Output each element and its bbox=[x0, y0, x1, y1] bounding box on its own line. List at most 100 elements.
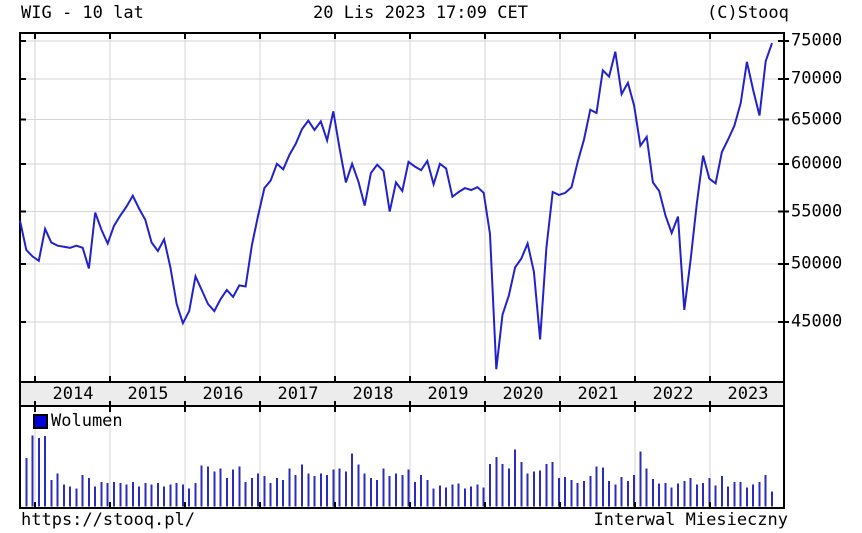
volume-bar bbox=[514, 449, 517, 507]
volume-bar bbox=[81, 475, 84, 507]
chart-timestamp: 20 Lis 2023 17:09 CET bbox=[313, 3, 528, 23]
volume-bar bbox=[463, 488, 466, 507]
volume-bar bbox=[225, 478, 228, 507]
volume-bar bbox=[482, 487, 485, 507]
volume-bar bbox=[313, 476, 316, 507]
volume-bar bbox=[758, 481, 761, 507]
volume-bar bbox=[194, 482, 197, 507]
volume-bar bbox=[301, 464, 303, 507]
volume-bar bbox=[489, 463, 491, 507]
volume-bar bbox=[376, 479, 379, 507]
volume-bar bbox=[545, 463, 548, 507]
volume-bar bbox=[169, 484, 172, 507]
volume-bar bbox=[44, 436, 47, 507]
volume-bar bbox=[357, 464, 360, 507]
volume-bar bbox=[526, 473, 529, 507]
year-strip-bg bbox=[20, 382, 784, 406]
volume-bar bbox=[664, 482, 667, 507]
volume-bar bbox=[275, 478, 278, 507]
interval-label: Interwal Miesieczny bbox=[593, 510, 788, 530]
volume-bar bbox=[238, 466, 241, 507]
volume-bar bbox=[413, 481, 416, 507]
volume-bar bbox=[451, 484, 454, 507]
volume-bar bbox=[119, 482, 122, 507]
volume-bar bbox=[388, 476, 391, 507]
x-tick-label-year: 2017 bbox=[277, 384, 319, 404]
volume-bar bbox=[181, 484, 184, 507]
volume-bar bbox=[307, 473, 310, 507]
volume-bar bbox=[752, 484, 755, 507]
volume-bar bbox=[150, 484, 153, 507]
volume-bar bbox=[269, 482, 272, 507]
volume-legend-swatch-icon bbox=[33, 414, 48, 429]
x-tick-label-year: 2014 bbox=[52, 384, 94, 404]
volume-bar bbox=[94, 486, 97, 507]
volume-bar bbox=[438, 485, 441, 507]
y-tick-label: 75000 bbox=[791, 30, 843, 51]
x-tick-label-year: 2018 bbox=[352, 384, 394, 404]
volume-bar bbox=[363, 473, 366, 507]
volume-bar bbox=[733, 481, 736, 507]
volume-bar bbox=[207, 466, 209, 507]
volume-bar bbox=[470, 486, 473, 507]
volume-bar bbox=[131, 481, 134, 507]
copyright-label: (C)Stooq bbox=[707, 3, 789, 23]
volume-bar bbox=[601, 467, 604, 507]
volume-bar bbox=[351, 453, 354, 507]
volume-bar bbox=[344, 471, 347, 507]
x-tick-label-year: 2021 bbox=[577, 384, 619, 404]
volume-bar bbox=[420, 475, 423, 507]
volume-bar bbox=[369, 478, 372, 507]
volume-bar bbox=[670, 487, 673, 507]
volume-bar bbox=[138, 486, 141, 507]
x-tick-label-year: 2020 bbox=[502, 384, 544, 404]
volume-bar bbox=[583, 480, 585, 507]
volume-bar bbox=[689, 478, 692, 507]
volume-bar bbox=[113, 481, 115, 507]
volume-bar bbox=[332, 469, 335, 507]
volume-bar bbox=[37, 438, 40, 507]
volume-bar bbox=[213, 471, 216, 507]
volume-bar bbox=[576, 482, 579, 507]
volume-bar bbox=[219, 468, 222, 507]
volume-legend-label: Wolumen bbox=[51, 411, 123, 431]
volume-bar bbox=[426, 479, 429, 507]
volume-bar bbox=[708, 478, 711, 507]
volume-frame bbox=[19, 405, 785, 509]
volume-bar bbox=[539, 470, 542, 507]
volume-bar bbox=[125, 484, 128, 507]
price-plot-frame bbox=[19, 32, 785, 383]
volume-bar bbox=[495, 457, 498, 507]
volume-bar bbox=[645, 468, 648, 507]
volume-bar bbox=[695, 484, 698, 507]
volume-bar bbox=[432, 488, 435, 507]
volume-bar bbox=[25, 458, 28, 507]
volume-bar bbox=[557, 478, 560, 507]
volume-bar bbox=[106, 482, 109, 507]
volume-bar bbox=[401, 475, 404, 507]
volume-bar bbox=[56, 473, 59, 507]
volume-legend: Wolumen bbox=[33, 413, 123, 430]
volume-bar bbox=[714, 485, 717, 507]
volume-bar bbox=[727, 486, 730, 507]
x-tick-label-year: 2019 bbox=[427, 384, 469, 404]
x-tick-label-year: 2016 bbox=[202, 384, 244, 404]
volume-bar bbox=[532, 471, 535, 507]
volume-bar bbox=[75, 488, 78, 507]
volume-bar bbox=[232, 469, 235, 507]
y-tick-label: 45000 bbox=[791, 311, 843, 332]
volume-bar bbox=[764, 475, 767, 507]
volume-bar bbox=[771, 491, 773, 507]
volume-bar bbox=[507, 468, 510, 507]
volume-bar bbox=[651, 478, 654, 507]
volume-bar bbox=[745, 487, 748, 507]
volume-bar bbox=[626, 480, 629, 507]
volume-bar bbox=[87, 478, 90, 507]
y-tick-label: 55000 bbox=[791, 201, 843, 222]
volume-bar bbox=[614, 484, 617, 507]
volume-bar bbox=[457, 483, 460, 507]
volume-bar bbox=[501, 463, 504, 507]
x-tick-label-year: 2023 bbox=[727, 384, 769, 404]
volume-bar bbox=[476, 484, 479, 507]
